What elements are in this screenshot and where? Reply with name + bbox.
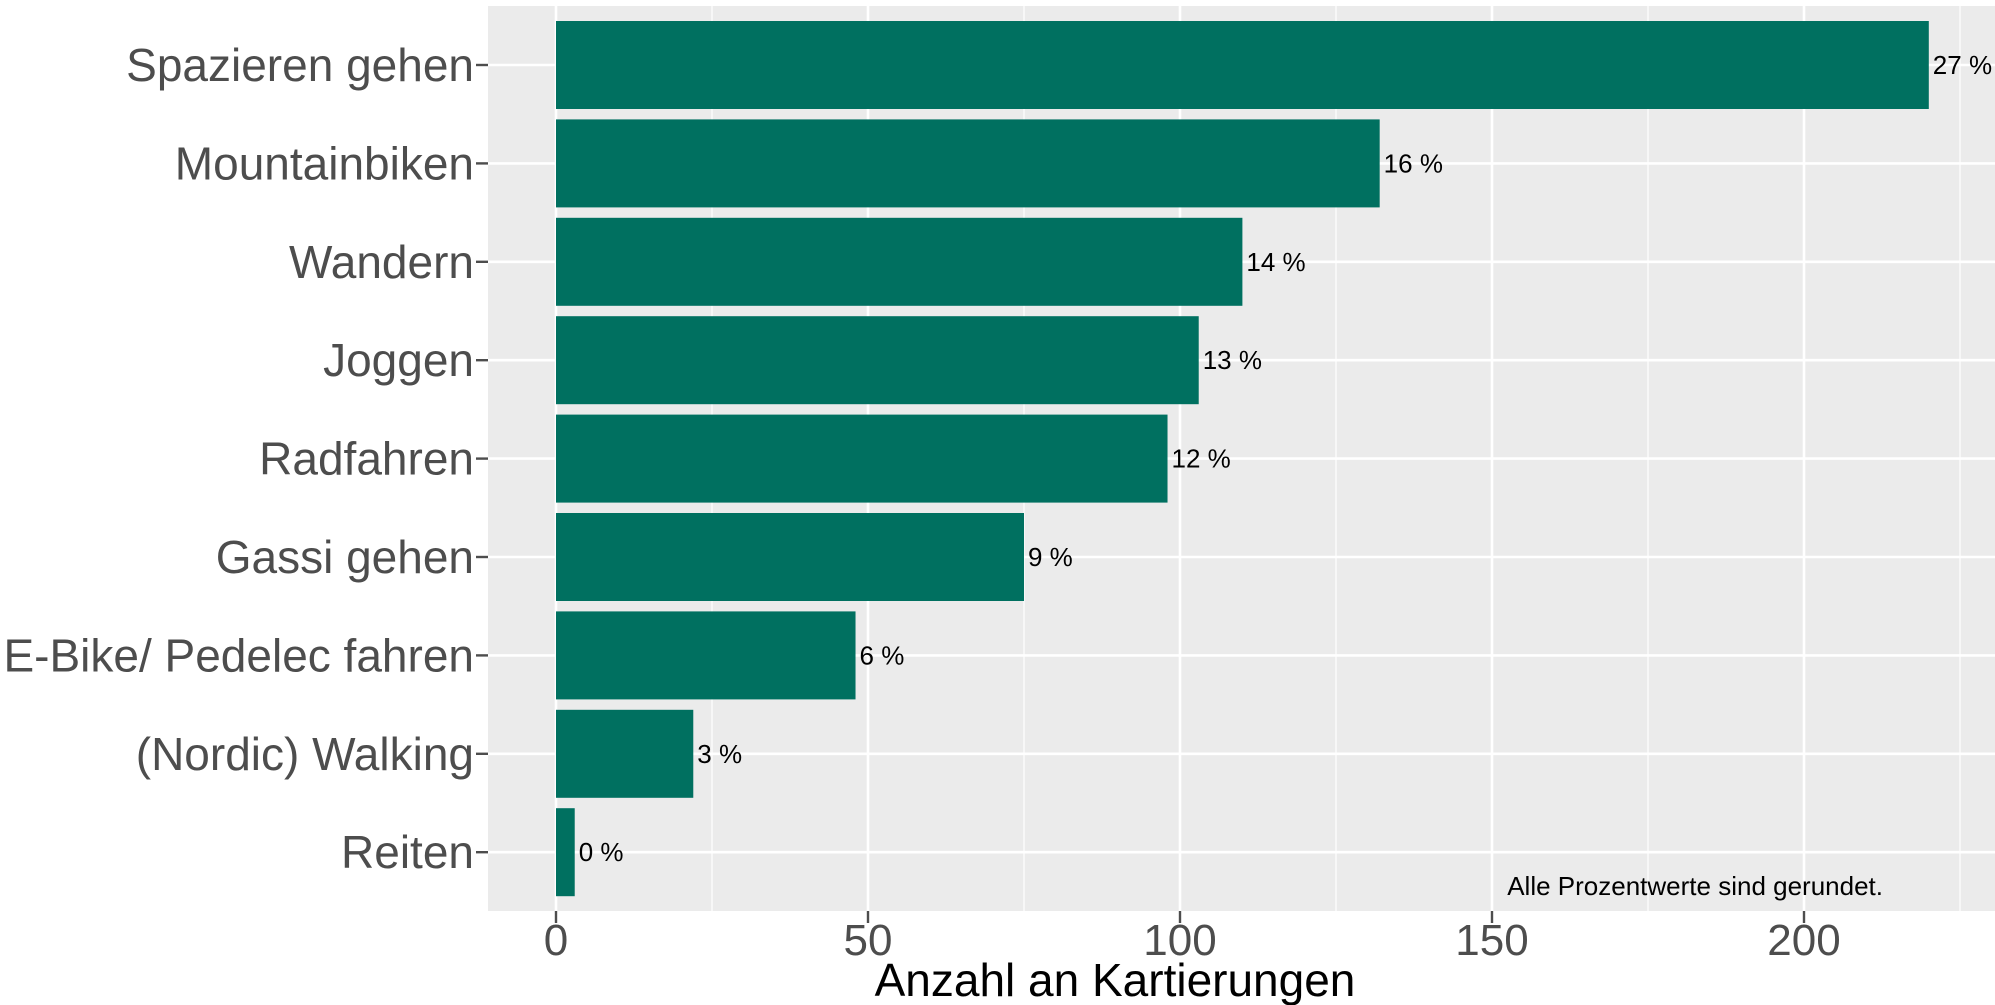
y-tick-label: Joggen: [323, 334, 474, 386]
x-tick-label: 150: [1455, 916, 1528, 965]
bar: [556, 513, 1024, 601]
bar-value-label: 14 %: [1246, 247, 1305, 277]
y-tick-label: (Nordic) Walking: [136, 728, 474, 780]
bar-value-label: 13 %: [1203, 345, 1262, 375]
bar: [556, 217, 1243, 306]
x-tick-label: 200: [1767, 916, 1840, 965]
x-tick-label: 0: [544, 916, 568, 965]
x-axis-ticks: 0 50 100 150 200: [544, 911, 1841, 965]
x-tick-label: 100: [1143, 916, 1216, 965]
x-axis-title: Anzahl an Kartierungen: [875, 954, 1356, 1005]
bar-value-label: 0 %: [579, 837, 624, 867]
x-tick-label: 50: [844, 916, 893, 965]
bar-value-label: 12 %: [1172, 444, 1231, 474]
bars: [556, 21, 1929, 897]
bar-value-label: 16 %: [1384, 148, 1443, 178]
y-tick-label: Mountainbiken: [175, 137, 474, 189]
bar-value-label: 3 %: [697, 739, 742, 769]
bar: [556, 709, 694, 798]
y-axis-ticks: Spazieren gehen Mountainbiken Wandern Jogge…: [4, 39, 488, 878]
bar: [556, 808, 575, 897]
y-tick-label: Reiten: [341, 826, 474, 878]
y-tick-label: Spazieren gehen: [126, 39, 474, 91]
y-tick-label: Radfahren: [259, 433, 474, 485]
y-tick-label: Wandern: [289, 236, 474, 288]
bar: [556, 316, 1199, 405]
bar: [556, 611, 856, 700]
data-labels: 27 % 16 % 14 % 13 % 12 % 9 % 6 % 3 % 0 %: [579, 50, 1992, 867]
bar-value-label: 9 %: [1028, 542, 1073, 572]
y-tick-label: E-Bike/ Pedelec fahren: [4, 629, 475, 681]
bar: [556, 414, 1168, 503]
bar: [556, 119, 1380, 208]
bar-value-label: 27 %: [1933, 50, 1992, 80]
y-tick-label: Gassi gehen: [216, 531, 474, 583]
bar-value-label: 6 %: [860, 640, 905, 670]
bar: [556, 21, 1929, 109]
rounding-note: Alle Prozentwerte sind gerundet.: [1507, 871, 1883, 901]
